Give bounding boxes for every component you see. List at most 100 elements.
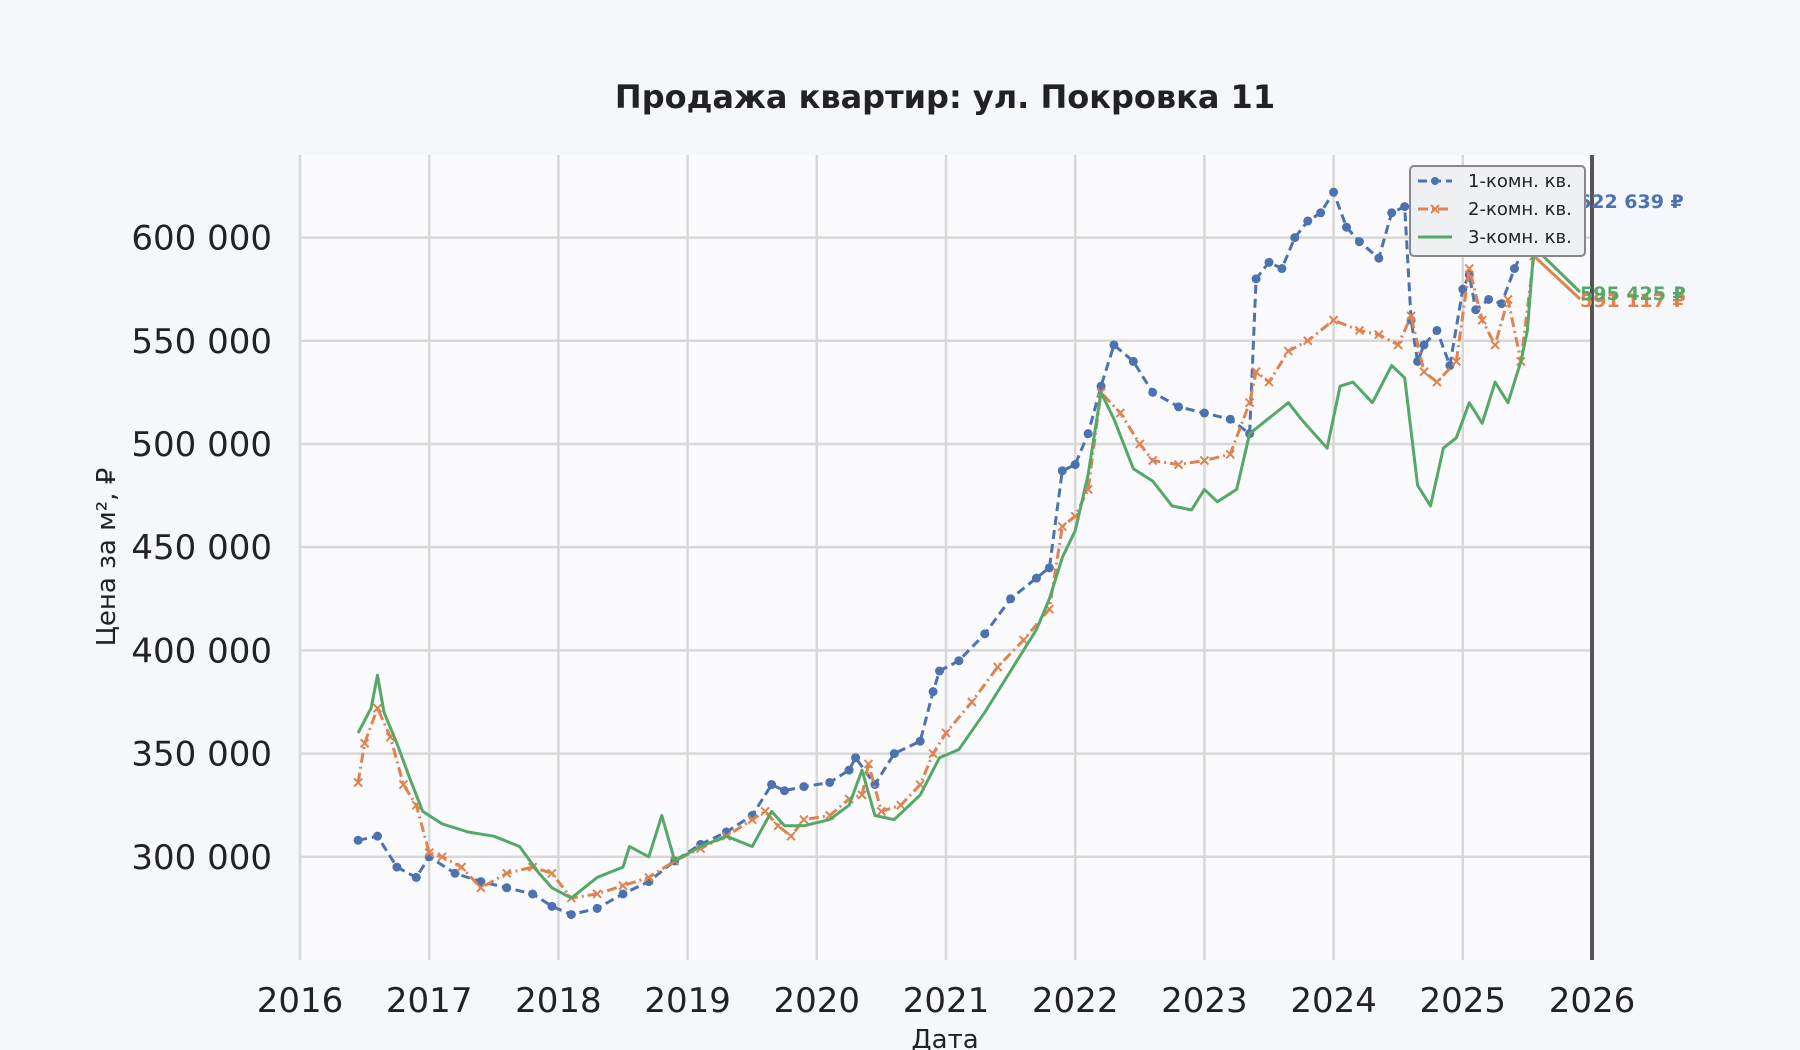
data-point [1128, 356, 1138, 366]
data-point [1199, 408, 1209, 418]
end-labels: 622 639 ₽ 591 117 ₽595 425 ₽ [1532, 189, 1686, 312]
x-tick-label: 2021 [903, 981, 990, 1021]
data-point [1509, 264, 1519, 274]
data-point [353, 777, 363, 788]
data-point [1174, 402, 1184, 412]
series-3 [356, 246, 1536, 900]
data-point [1400, 202, 1410, 212]
data-point [644, 872, 654, 883]
data-point [353, 835, 363, 845]
data-point [1083, 429, 1093, 439]
grid [298, 155, 1594, 960]
data-point [767, 780, 777, 790]
tick-labels: 2016 2017 2018 2019 2020 2021 2022 2023 2024 2025… [131, 219, 1635, 1021]
data-point [1419, 367, 1429, 377]
data-point [870, 780, 880, 790]
data-point [1290, 233, 1300, 243]
data-point [1244, 397, 1255, 408]
y-tick-label: 400 000 [131, 631, 272, 671]
x-tick-label: 2018 [515, 981, 602, 1021]
data-point [1251, 367, 1261, 377]
data-point [1173, 459, 1184, 470]
legend-label: 3-комн. кв. [1468, 227, 1572, 248]
data-point [373, 831, 383, 841]
data-point [1006, 594, 1016, 604]
data-point [1199, 455, 1210, 466]
y-axis-label: Цена за м², ₽ [92, 468, 122, 647]
legend-label: 1-комн. кв. [1468, 171, 1572, 192]
data-point [1070, 460, 1080, 470]
data-point [1471, 305, 1481, 315]
data-point [1303, 336, 1313, 346]
data-point [566, 910, 576, 920]
data-point [1018, 635, 1029, 645]
data-point [1135, 439, 1145, 449]
data-point [1316, 208, 1326, 218]
data-point [1044, 563, 1054, 573]
data-point [760, 806, 770, 817]
data-point [456, 862, 467, 872]
y-tick-label: 350 000 [131, 735, 272, 775]
data-point [1148, 387, 1158, 397]
data-point [392, 862, 402, 872]
x-tick-label: 2026 [1549, 981, 1636, 1021]
data-point [1031, 573, 1041, 583]
y-tick-label: 300 000 [131, 838, 272, 878]
data-point [1303, 216, 1313, 226]
legend-marker [1430, 204, 1440, 214]
data-point [1057, 466, 1067, 476]
y-tick-label: 550 000 [131, 322, 272, 362]
data-point [1451, 356, 1462, 367]
data-point [411, 872, 421, 882]
data-point [1251, 274, 1261, 284]
data-point [450, 868, 460, 878]
end-value-label: 622 639 ₽ [1578, 191, 1684, 213]
data-point [1484, 294, 1494, 304]
data-point [786, 831, 796, 841]
data-point [1277, 264, 1287, 274]
data-point [1342, 222, 1352, 232]
data-point [547, 901, 557, 911]
x-tick-label: 2019 [644, 981, 731, 1021]
legend-marker [1431, 177, 1439, 185]
data-point [437, 852, 447, 862]
data-point [1264, 257, 1274, 267]
data-point [1374, 253, 1384, 263]
data-point [398, 779, 409, 790]
data-point [592, 889, 602, 899]
data-point [1406, 311, 1416, 321]
end-label-connector [1532, 254, 1582, 301]
data-point [1387, 208, 1397, 218]
data-point [476, 877, 486, 887]
legend: 1-комн. кв. 2-комн. кв. 3-комн. кв. [1409, 165, 1586, 257]
data-point [896, 800, 906, 810]
chart-title: Продажа квартир: ул. Покровка 11 [615, 78, 1275, 116]
legend-label: 2-комн. кв. [1468, 199, 1572, 220]
y-tick-label: 500 000 [131, 425, 272, 465]
data-point [935, 666, 945, 676]
x-tick-label: 2025 [1420, 981, 1507, 1021]
data-point [980, 629, 990, 639]
data-point [780, 786, 789, 796]
series-line [357, 190, 1536, 917]
x-tick-label: 2022 [1032, 981, 1119, 1021]
data-point [1393, 340, 1403, 350]
end-value-label: 591 117 ₽ [1580, 290, 1686, 312]
data-point [424, 847, 434, 858]
data-point [1115, 408, 1126, 418]
x-tick-label: 2016 [257, 981, 344, 1021]
data-point [1096, 381, 1106, 391]
data-point [1283, 346, 1294, 356]
data-point [928, 687, 938, 697]
data-point [941, 728, 951, 738]
data-point [851, 753, 861, 763]
data-point [1432, 325, 1442, 335]
data-point [1148, 455, 1158, 466]
data-point [844, 765, 854, 775]
data-point [1354, 237, 1364, 247]
data-point [857, 790, 867, 800]
data-point [799, 814, 809, 825]
data-point [1329, 187, 1339, 197]
data-point [863, 759, 874, 769]
data-point [889, 749, 899, 759]
